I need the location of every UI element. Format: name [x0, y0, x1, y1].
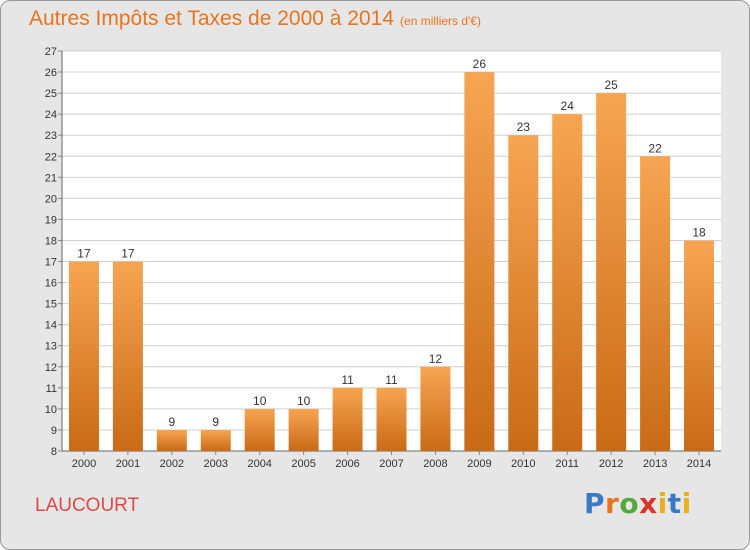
bar-value-label: 12	[429, 352, 443, 366]
x-tick-label: 2006	[335, 458, 359, 470]
x-tick-label: 2013	[643, 458, 667, 470]
bar-value-label: 10	[297, 394, 311, 408]
proxiti-logo: Proxiti	[584, 487, 692, 520]
bar-value-label: 26	[473, 57, 487, 71]
y-tick-label: 18	[45, 235, 57, 247]
y-tick-label: 8	[51, 446, 57, 458]
y-tick-label: 10	[45, 404, 57, 416]
y-tick-label: 13	[45, 341, 57, 353]
x-tick-label: 2008	[423, 458, 447, 470]
y-tick-label: 20	[45, 193, 57, 205]
bar-value-label: 11	[385, 373, 398, 387]
y-tick-label: 9	[51, 425, 57, 437]
bar-value-label: 17	[121, 247, 135, 261]
y-tick-label: 21	[45, 172, 57, 184]
x-tick-label: 2000	[72, 458, 96, 470]
bar-value-label: 11	[341, 373, 354, 387]
y-tick-label: 17	[45, 257, 57, 269]
bar-value-label: 17	[77, 247, 91, 261]
bar-value-label: 25	[604, 78, 618, 92]
bar-value-label: 10	[253, 394, 267, 408]
place-name: LAUCOURT	[35, 495, 140, 516]
y-tick-label: 23	[45, 130, 57, 142]
bar-2002	[156, 429, 187, 451]
x-tick-label: 2011	[555, 458, 579, 470]
x-tick-label: 2012	[599, 458, 623, 470]
bar-2013	[640, 156, 671, 451]
bar-value-label: 18	[692, 225, 706, 239]
bar-2003	[200, 429, 231, 451]
x-tick-label: 2004	[247, 458, 271, 470]
bar-value-label: 24	[561, 99, 575, 113]
y-tick-label: 12	[45, 362, 57, 374]
x-tick-label: 2002	[160, 458, 184, 470]
bar-2004	[244, 408, 275, 451]
bar-2012	[596, 93, 627, 452]
y-tick-label: 26	[45, 67, 57, 79]
bar-value-label: 9	[212, 415, 219, 429]
bar-2005	[288, 408, 319, 451]
chart-title: Autres Impôts et Taxes de 2000 à 2014 (en…	[29, 7, 481, 31]
y-tick-label: 15	[45, 299, 57, 311]
bar-2014	[684, 240, 715, 451]
y-tick-label: 27	[45, 46, 57, 58]
chart-subtitle: (en milliers d'€)	[400, 14, 482, 28]
x-tick-label: 2005	[291, 458, 315, 470]
y-tick-label: 19	[45, 214, 57, 226]
bar-2006	[332, 387, 363, 451]
y-tick-label: 24	[45, 109, 57, 121]
chart-title-text: Autres Impôts et Taxes de 2000 à 2014	[29, 7, 395, 30]
y-tick-label: 25	[45, 88, 57, 100]
y-tick-label: 16	[45, 278, 57, 290]
bar-2008	[420, 366, 451, 451]
y-tick-label: 22	[45, 151, 57, 163]
bar-2011	[552, 114, 583, 451]
bar-value-label: 22	[648, 141, 662, 155]
x-tick-label: 2014	[687, 458, 711, 470]
x-tick-label: 2003	[204, 458, 228, 470]
x-tick-label: 2010	[511, 458, 535, 470]
bar-2009	[464, 72, 495, 451]
x-tick-label: 2001	[116, 458, 140, 470]
bar-value-label: 9	[168, 415, 175, 429]
bar-2007	[376, 387, 407, 451]
bar-2010	[508, 135, 539, 452]
x-tick-label: 2009	[467, 458, 491, 470]
bar-value-label: 23	[517, 120, 531, 134]
y-tick-label: 14	[45, 320, 57, 332]
x-tick-label: 2007	[379, 458, 403, 470]
bar-2001	[112, 261, 143, 451]
y-tick-label: 11	[46, 383, 57, 395]
bar-2000	[68, 261, 99, 451]
